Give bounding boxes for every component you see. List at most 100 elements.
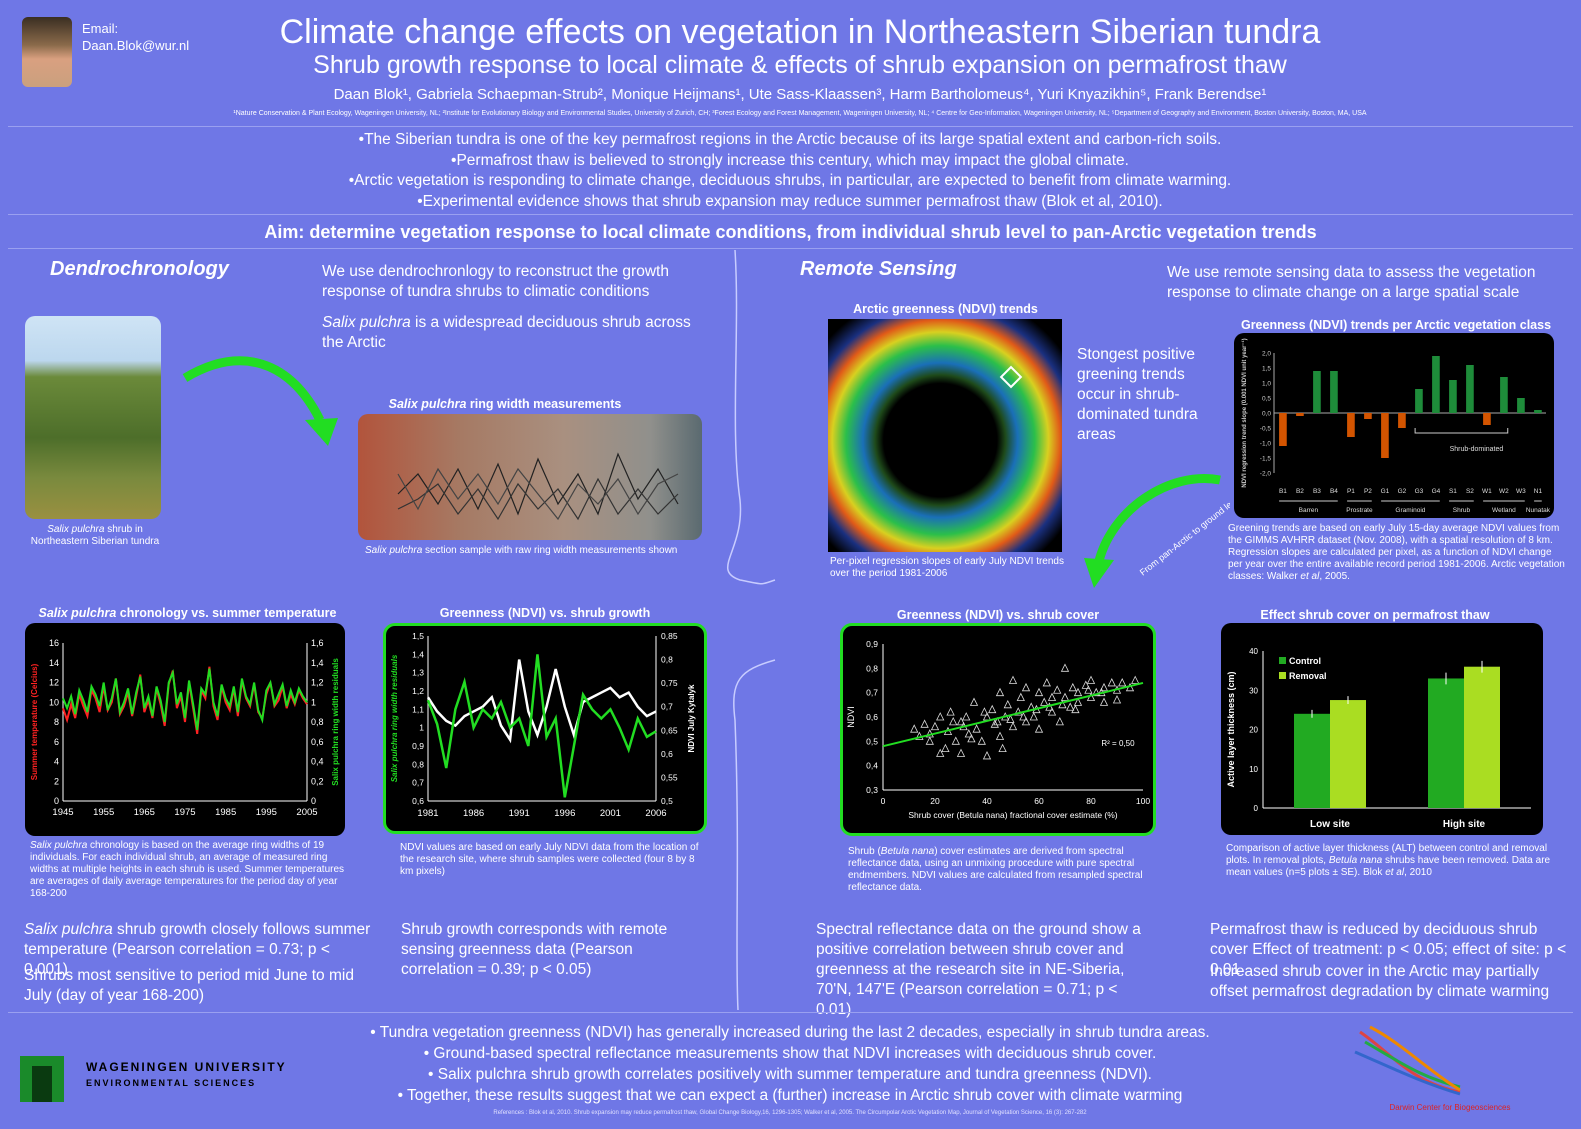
bar [1279,413,1287,446]
data-point [1092,687,1101,697]
y-tick-label: 0,6 [412,796,424,806]
x-tick-label: B3 [1313,488,1321,495]
ndvi-growth-chart: 0,6 0,7 0,8 0,9 1 1,1 1,2 1,3 1,4 1,5 0,5 0,55 0,6 0,… [390,631,696,819]
bar [1517,398,1525,413]
dendro-intro-text: We use dendrochronlogy to reconstruct th… [322,263,669,300]
aim-statement: Aim: determine vegetation response to lo… [264,222,1317,242]
x-tick-label: W3 [1516,488,1526,495]
email-link[interactable]: Daan.Blok@wur.nl [82,38,190,53]
x-tick-label: 80 [1086,796,1096,806]
data-point [949,716,958,726]
y-tick-label: 10 [1249,765,1258,774]
ring-width-image [358,414,702,540]
y2-tick-label: 0,55 [661,772,678,782]
data-point [982,751,992,760]
x-tick-label: 2005 [296,807,317,818]
legend-swatch [1279,672,1286,679]
remote-conclusion-2: Permafrost thaw is reduced by deciduous … [1210,921,1567,978]
affiliations: ¹Nature Conservation & Plant Ecology, Wa… [233,110,1367,117]
bar [1466,365,1474,413]
y2-tick-label: 1,6 [311,638,324,648]
data-point [1003,699,1012,709]
y-tick-label: 0,9 [412,741,424,751]
data-point [1016,692,1025,701]
bar [1364,413,1372,419]
x-tick-label: High site [1443,819,1486,830]
y-tick-label: 20 [1249,726,1258,735]
x-tick-label: 1955 [93,807,114,818]
permafrost-caption: Comparison of active layer thickness (AL… [1226,843,1551,878]
data-point [972,724,981,733]
y-tick-label: 2 [54,776,59,786]
authors: Daan Blok¹, Gabriela Schaepman-Strub², M… [333,86,1267,103]
data-point [1099,697,1109,706]
y-tick-label: 0,0 [1262,411,1271,418]
ring-width-caption: Salix pulchra section sample with raw ri… [365,545,678,556]
bar [1432,356,1440,413]
x-tick-label: G2 [1398,488,1407,495]
data-point [920,719,929,728]
legend-label: Removal [1289,671,1327,681]
curved-arrow: From pan-Arctic to ground level at resea… [1084,470,1230,588]
y-axis-label: NDVI [846,706,856,728]
data-point [1019,712,1028,721]
shrub-cover-chart-title: Greenness (NDVI) vs. shrub cover [896,608,1100,622]
data-point [969,697,979,706]
arrow-label: From pan-Arctic to ground level at resea… [1138,470,1230,578]
bar [1381,413,1389,458]
x-tick-label: 1996 [554,808,575,819]
ndvi-map-caption: Per-pixel regression slopes of early Jul… [830,556,1064,579]
y-tick-label: 0,8 [412,759,424,769]
x-tick-label: N1 [1534,488,1543,495]
data-point [1068,682,1077,692]
chronology-chart-title: Salix pulchra chronology vs. summer temp… [38,606,337,620]
email-label: Email: [82,21,119,36]
x-tick-label: W2 [1499,488,1509,495]
data-point [946,707,955,716]
bar [1483,413,1491,425]
conclusion-bullet: • Ground-based spectral reflectance meas… [423,1045,1157,1062]
y-tick-label: -1,0 [1260,441,1272,448]
data-point [1058,699,1067,709]
bar [1428,678,1464,808]
x-tick-label: S1 [1449,488,1457,495]
permafrost-chart-title: Effect shrub cover on permafrost thaw [1260,608,1490,622]
series-line [426,659,657,744]
x-tick-label: 1986 [463,808,484,819]
y2-tick-label: 0,85 [661,631,678,641]
ndvi-class-chart-panel: -2,0 -1,5 -1,0 -0,5 0,0 0,5 1,0 1,5 2,0 NDVI regr… [1234,333,1554,518]
data-point [980,707,989,716]
conclusion-bullet: • Salix pulchra shrub growth correlates … [428,1066,1152,1083]
remote-intro-text: We use remote sensing data to assess the… [1167,264,1536,301]
ndvi-trend-map [828,319,1062,552]
y-tick-label: 0,7 [866,688,878,698]
y2-tick-label: 0 [311,796,316,806]
data-point [1006,714,1015,723]
data-point [956,716,966,726]
x-tick-label: 20 [930,796,940,806]
data-point [1042,678,1051,687]
x-tick-label: 2006 [645,808,666,819]
data-point [1086,675,1096,684]
y2-tick-label: 0,4 [311,757,324,767]
data-point [925,736,934,745]
darwin-center-logo: Darwin Center for Biogeosciences [1330,1022,1570,1116]
bar [1534,410,1542,413]
bar [1330,700,1366,808]
chronology-chart: 0 2 4 6 8 10 12 14 16 0 0,2 0,4 0,6 0,8 1 1,2 1,4 1,6 1945… [30,638,340,818]
darwin-logo-swoosh [1354,1025,1461,1096]
remote-conclusion-3: Increased shrub cover in the Arctic may … [1210,963,1550,1000]
annotation-label: Shrub-dominated [1450,446,1504,453]
x-tick-label: 1991 [509,808,530,819]
references: References : Blok et al, 2010. Shrub exp… [493,1110,1087,1116]
dendro-species-text: Salix pulchra is a widespread deciduous … [322,314,691,351]
x-tick-label: 100 [1136,796,1150,806]
ndvi-growth-caption: NDVI values are based on early July NDVI… [400,842,699,877]
wageningen-logo-subtext: ENVIRONMENTAL SCIENCES [86,1078,257,1088]
data-point [1034,687,1044,697]
x-tick-label: B1 [1279,488,1287,495]
data-point [1029,712,1038,721]
annotation-bracket [1414,428,1509,434]
bar [1500,377,1508,413]
y2-tick-label: 0,5 [661,796,673,806]
